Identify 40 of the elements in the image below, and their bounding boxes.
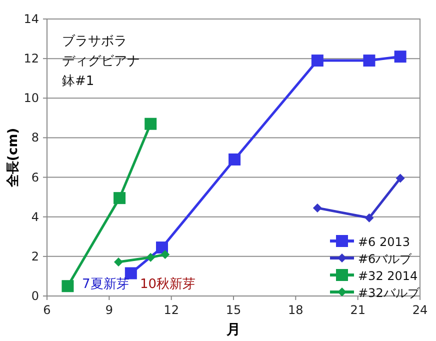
y-tick-label: 4 — [31, 210, 39, 224]
y-tick-label: 8 — [31, 130, 39, 145]
point — [311, 54, 324, 67]
point — [62, 280, 74, 292]
point — [160, 250, 170, 259]
x-axis-title: 月 — [226, 322, 240, 338]
legend-label: #6バルブ — [358, 252, 413, 266]
point — [363, 54, 376, 67]
annotation: 7夏新芽 — [82, 277, 130, 292]
y-tick-label: 2 — [31, 249, 39, 264]
annotation: ブラサボラ — [62, 34, 127, 49]
y-tick-label: 14 — [24, 12, 39, 26]
point — [364, 213, 374, 222]
x-tick-label: 18 — [288, 303, 304, 317]
point — [396, 174, 405, 183]
x-tick-label: 9 — [105, 303, 113, 317]
x-tick-label: 21 — [350, 303, 366, 317]
point — [312, 203, 322, 212]
annotation: 10秋新芽 — [140, 277, 196, 292]
y-tick-label: 12 — [24, 52, 39, 66]
point — [144, 118, 157, 130]
point — [114, 257, 123, 266]
x-tick-label: 12 — [164, 303, 179, 317]
x-tick-label: 15 — [226, 303, 242, 317]
y-axis-title: 全長(cm) — [6, 128, 21, 188]
annotation: 鉢#1 — [62, 74, 94, 89]
legend-label: #32 2014 — [358, 269, 418, 283]
y-tick-label: 10 — [24, 91, 39, 106]
point — [114, 192, 126, 204]
legend-label: #32バルブ — [358, 286, 420, 300]
x-tick-label: 6 — [43, 303, 51, 317]
point — [156, 242, 168, 254]
annotation: ディグビアナ — [62, 54, 140, 69]
point — [228, 153, 241, 166]
x-tick-label: 24 — [412, 303, 428, 317]
y-tick-label: 0 — [31, 289, 39, 303]
point — [394, 50, 406, 63]
legend-label: #6 2013 — [358, 235, 410, 249]
y-tick-label: 6 — [31, 170, 39, 184]
point — [146, 252, 156, 262]
